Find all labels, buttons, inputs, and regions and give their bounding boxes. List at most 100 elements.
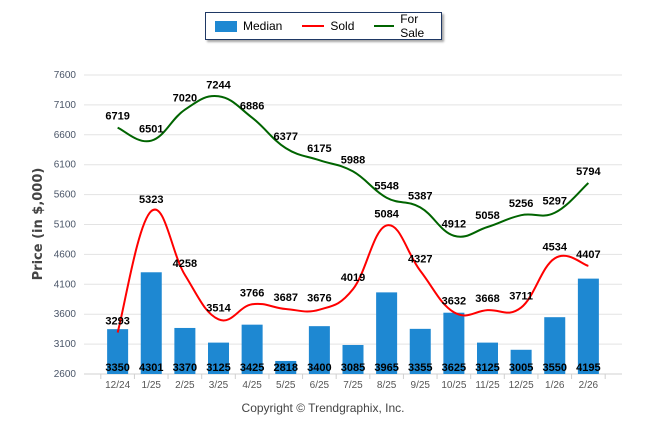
x-tick-label: 2/25 (175, 380, 195, 391)
for-sale-data-label: 7020 (173, 93, 197, 105)
median-data-label: 3550 (543, 362, 567, 374)
series-lines (116, 95, 590, 333)
median-data-label: 3965 (374, 362, 398, 374)
median-bar (577, 278, 599, 374)
median-data-label: 3355 (408, 362, 432, 374)
median-bar (409, 328, 431, 374)
median-bar (544, 317, 566, 374)
data-labels: 3350 4301 3370 3125 3425 2818 3400 3085 3965 3355… (105, 79, 601, 374)
median-swatch-icon (215, 20, 237, 32)
y-tick-label: 3100 (54, 339, 77, 350)
sold-line-swatch-icon (302, 25, 325, 27)
sold-data-label: 3676 (307, 293, 331, 305)
median-bar (510, 349, 532, 374)
for-sale-data-label: 5794 (576, 166, 601, 178)
median-bar (107, 329, 129, 374)
y-tick-label: 4100 (54, 279, 77, 290)
sold-data-label: 3293 (105, 316, 129, 328)
median-data-label: 3425 (240, 362, 264, 374)
x-tick-label: 10/25 (441, 380, 466, 391)
y-axis-ticks: 2600 3100 3600 4100 4600 5100 5600 6100 6600 7100… (54, 70, 77, 380)
for-sale-data-label: 5256 (509, 198, 533, 210)
median-data-label: 3005 (509, 362, 533, 374)
y-tick-label: 2600 (54, 369, 77, 380)
x-tick-label: 8/25 (377, 380, 397, 391)
x-tick-label: 2/26 (579, 380, 599, 391)
median-data-label: 3085 (341, 362, 365, 374)
legend-item-for-sale[interactable]: For Sale (364, 12, 441, 40)
median-bar (308, 326, 330, 374)
median-data-label: 4195 (576, 362, 600, 374)
legend: Median Sold For Sale (205, 12, 442, 40)
for-sale-data-label: 5058 (475, 210, 499, 222)
for-sale-data-label: 6719 (105, 111, 129, 123)
x-tick-label: 3/25 (209, 380, 229, 391)
copyright-text: Copyright © Trendgraphix, Inc. (241, 401, 405, 415)
x-tick-label: 4/25 (242, 380, 262, 391)
for-sale-data-label: 6377 (274, 131, 298, 143)
sold-data-label: 3766 (240, 287, 264, 299)
for-sale-data-label: 6886 (240, 101, 264, 113)
x-tick-label: 6/25 (310, 380, 330, 391)
for-sale-data-label: 6501 (139, 124, 163, 136)
median-bar (241, 324, 263, 374)
for-sale-data-label: 5988 (341, 154, 365, 166)
for-sale-data-label: 7244 (206, 79, 231, 91)
median-bar (208, 342, 229, 374)
for-sale-line-swatch-icon (374, 25, 395, 27)
median-bar (275, 360, 297, 374)
y-tick-label: 6600 (54, 130, 77, 141)
for-sale-data-label: 5548 (374, 181, 398, 193)
median-bar (174, 327, 196, 374)
for-sale-data-label: 6175 (307, 143, 331, 155)
y-tick-label: 7100 (54, 100, 77, 111)
x-tick-label: 1/26 (545, 380, 565, 391)
sold-data-label: 3632 (442, 295, 466, 307)
median-data-label: 4301 (139, 362, 163, 374)
y-tick-label: 5600 (54, 190, 77, 201)
sold-data-label: 5084 (374, 208, 399, 220)
y-axis-title: Price (in $,000) (31, 168, 46, 281)
for-sale-line (117, 95, 590, 238)
sold-data-label: 5323 (139, 194, 163, 206)
sold-data-label: 3668 (475, 293, 499, 305)
median-bar (140, 272, 162, 374)
median-bar (376, 292, 398, 374)
y-tick-label: 5100 (54, 220, 77, 231)
for-sale-data-label: 5387 (408, 190, 432, 202)
for-sale-data-label: 5297 (543, 196, 567, 208)
y-tick-label: 3600 (54, 309, 77, 320)
sold-line (116, 208, 589, 333)
median-bar (477, 342, 498, 374)
sold-data-label: 4327 (408, 254, 432, 266)
median-data-label: 3625 (442, 362, 466, 374)
x-tick-label: 12/24 (105, 380, 130, 391)
x-tick-label: 9/25 (411, 380, 431, 391)
legend-label-median: Median (243, 19, 283, 33)
sold-data-label: 4258 (173, 258, 197, 270)
legend-label-sold: Sold (330, 19, 355, 33)
sold-data-label: 4407 (576, 249, 600, 261)
sold-data-label: 4534 (543, 241, 568, 253)
x-tick-label: 1/25 (142, 380, 162, 391)
median-data-label: 3350 (105, 362, 129, 374)
sold-data-label: 3711 (509, 291, 533, 303)
x-axis: 12/24 1/25 2/25 3/25 4/25 5/25 6/25 7/25 8/25 9/2… (84, 373, 622, 391)
sold-data-label: 3687 (274, 292, 298, 304)
median-bar (443, 312, 465, 374)
for-sale-data-label: 4912 (442, 219, 466, 231)
y-tick-label: 6100 (54, 160, 77, 171)
y-tick-label: 7600 (54, 70, 77, 81)
median-data-label: 3125 (475, 362, 499, 374)
sold-data-label: 3514 (206, 302, 231, 314)
median-data-label: 2818 (274, 362, 298, 374)
x-tick-label: 11/25 (475, 380, 500, 391)
legend-item-sold[interactable]: Sold (292, 19, 354, 33)
x-tick-label: 7/25 (343, 380, 363, 391)
x-tick-label: 12/25 (509, 380, 534, 391)
x-tick-label: 5/25 (276, 380, 296, 391)
median-bar (342, 344, 364, 374)
legend-item-median[interactable]: Median (215, 19, 282, 33)
median-bars (107, 272, 599, 374)
